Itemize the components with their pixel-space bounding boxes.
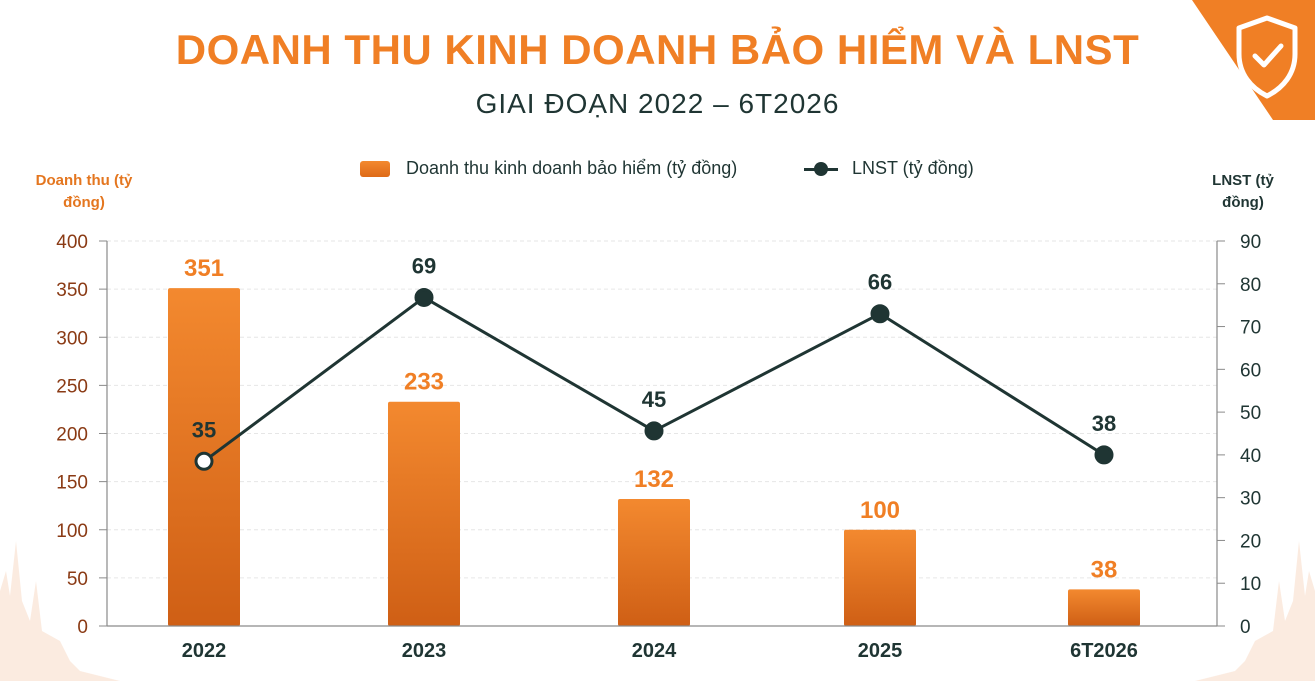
line-data-label: 35 — [192, 417, 216, 442]
legend-item-revenue: Doanh thu kinh doanh bảo hiểm (tỷ đồng) — [360, 158, 737, 179]
left-tick-label: 50 — [67, 569, 88, 590]
x-tick-label: 2022 — [182, 640, 227, 662]
right-tick-label: 0 — [1240, 617, 1251, 638]
right-tick-label: 50 — [1240, 403, 1261, 424]
line-point — [414, 287, 434, 307]
legend-line-swatch — [804, 161, 838, 177]
line-data-label: 69 — [412, 253, 436, 278]
bar-data-label: 233 — [404, 369, 444, 396]
right-tick-label: 20 — [1240, 531, 1261, 552]
x-tick-label: 2023 — [402, 640, 447, 662]
legend-bar-swatch — [360, 160, 390, 177]
bar-data-label: 100 — [860, 497, 900, 524]
left-tick-label: 350 — [56, 280, 88, 301]
right-tick-label: 30 — [1240, 489, 1261, 510]
line-data-label: 38 — [1092, 411, 1116, 436]
line-series: 35 69 45 66 38 — [192, 253, 1116, 471]
legend-label-profit: LNST (tỷ đồng) — [852, 158, 974, 178]
line-point — [194, 451, 214, 471]
bar — [388, 401, 460, 626]
bar-series: 351 233 132 100 38 — [168, 255, 1140, 626]
bar-data-label: 132 — [634, 466, 674, 493]
bar-data-label: 351 — [184, 255, 224, 282]
bar-data-label: 38 — [1091, 556, 1118, 583]
left-tick-label: 200 — [56, 425, 88, 446]
line-point — [644, 421, 664, 441]
line-point — [870, 304, 890, 324]
bar — [1068, 589, 1140, 626]
right-tick-label: 40 — [1240, 446, 1261, 467]
line-point — [1094, 445, 1114, 465]
right-tick-label: 90 — [1240, 232, 1261, 253]
right-axis-title: LNST (tỷ đồng) — [1212, 172, 1274, 211]
right-tick-label: 70 — [1240, 318, 1261, 339]
right-tick-label: 10 — [1240, 574, 1261, 595]
chart-subtitle: GIAI ĐOẠN 2022 – 6T2026 — [475, 88, 840, 119]
right-skyline-decoration — [1195, 541, 1315, 681]
left-tick-label: 0 — [77, 617, 88, 638]
left-tick-label: 100 — [56, 521, 88, 542]
left-tick-label: 400 — [56, 232, 88, 253]
line-data-label: 66 — [868, 270, 892, 295]
x-tick-label: 2024 — [632, 640, 677, 662]
chart-title: DOANH THU KINH DOANH BẢO HIỂM VÀ LNST — [175, 26, 1140, 73]
line-data-label: 45 — [642, 387, 666, 412]
shield-check-icon — [1236, 15, 1298, 99]
x-tick-label: 2025 — [858, 640, 903, 662]
left-skyline-decoration — [0, 541, 120, 681]
bar — [618, 498, 690, 626]
legend-label-revenue: Doanh thu kinh doanh bảo hiểm (tỷ đồng) — [406, 158, 738, 178]
right-tick-label: 60 — [1240, 360, 1261, 381]
right-tick-label: 80 — [1240, 275, 1261, 296]
x-tick-label: 6T2026 — [1070, 640, 1138, 662]
left-tick-label: 250 — [56, 376, 88, 397]
left-tick-label: 150 — [56, 473, 88, 494]
bar — [844, 529, 916, 626]
left-axis-title: Doanh thu (tỷ đồng) — [35, 172, 133, 211]
axes: 0 50 100 150 200 250 300 350 400 0 10 20 30 40 50 60 70 8… — [56, 232, 1261, 662]
legend-item-profit: LNST (tỷ đồng) — [804, 158, 974, 179]
left-tick-label: 300 — [56, 328, 88, 349]
